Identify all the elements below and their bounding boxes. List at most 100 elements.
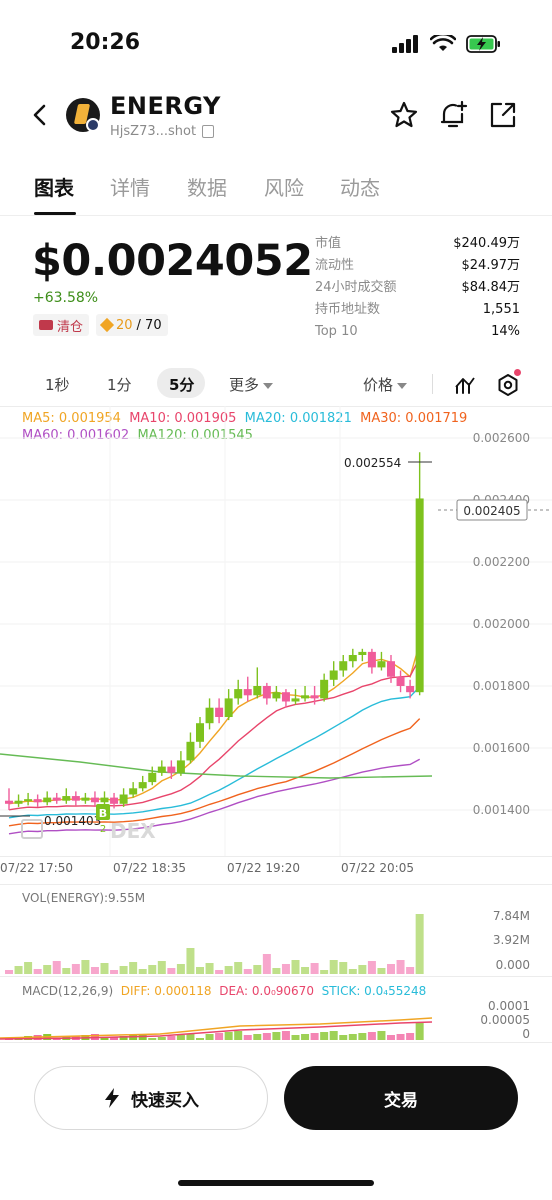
macd-tick-high: 0.0001 (488, 999, 530, 1013)
y-tick-label: 0.001400 (473, 803, 530, 817)
candle-body (281, 692, 290, 702)
quick-buy-button[interactable]: 快速买入 (34, 1066, 268, 1130)
volume-tick-zero: 0.000 (496, 958, 530, 972)
price-type-select[interactable]: 价格 (363, 374, 408, 395)
volume-chart[interactable]: 7.84M 3.92M 0.000 (0, 886, 552, 976)
tab-chart[interactable]: 图表 (34, 176, 74, 200)
candle-body (406, 686, 415, 693)
macd-bar (243, 1035, 252, 1040)
volume-bar (387, 964, 395, 974)
volume-bar (148, 965, 157, 974)
candle-body (215, 707, 224, 717)
lightning-icon (105, 1088, 119, 1108)
star-icon[interactable] (389, 100, 419, 130)
toolbar-divider (432, 374, 433, 394)
volume-bar (138, 969, 147, 974)
clear-position-chip[interactable]: 清仓 (33, 314, 90, 336)
candle-body (196, 723, 204, 742)
candle-body (320, 679, 329, 699)
watermark: DEX (110, 819, 156, 843)
y-tick-label: 0.002200 (473, 555, 530, 569)
candle-body (291, 698, 300, 702)
ma20-label: MA20: 0.001821 (244, 411, 352, 426)
copy-icon[interactable] (202, 125, 214, 138)
volume-bars (5, 914, 424, 974)
diamond-icon (99, 317, 115, 333)
chain-badge-icon (86, 118, 100, 132)
indicator-icon[interactable] (454, 374, 476, 396)
volume-bar (234, 962, 243, 974)
timeframe-1s[interactable]: 1秒 (45, 376, 70, 394)
macd-bar (253, 1034, 262, 1040)
macd-bar (320, 1032, 329, 1040)
tab-risk[interactable]: 风险 (264, 176, 304, 200)
macd-bar (176, 1035, 185, 1040)
candle-body (387, 661, 395, 677)
chart-grid (0, 406, 552, 856)
x-tick-label: 07/22 18:35 (113, 861, 186, 875)
price-chart[interactable]: 0.0026000.0024000.0022000.0020000.001800… (0, 406, 552, 886)
volume-bar (157, 961, 166, 974)
stat-market-cap: 市值 $240.49万 (315, 236, 520, 251)
candle-body (301, 695, 310, 699)
macd-bar (100, 1038, 109, 1040)
tab-data[interactable]: 数据 (187, 176, 227, 200)
volume-bar (243, 969, 252, 974)
candle-body (186, 741, 195, 761)
volume-bar (176, 964, 185, 974)
x-tick-label: 07/22 19:20 (227, 861, 300, 875)
y-tick-label: 0.002600 (473, 431, 530, 445)
current-price-label: 0.002405 (463, 504, 520, 518)
holders-ratio-a: 20 (116, 317, 133, 333)
macd-bar (167, 1036, 176, 1040)
candle-body (119, 794, 128, 804)
candle-body (176, 760, 185, 773)
candle-body (110, 797, 119, 804)
macd-chart[interactable]: 0.0001 0.00005 0 (0, 998, 552, 1042)
timeframe-more[interactable]: 更多 (229, 374, 274, 395)
volume-bar (5, 970, 13, 974)
buy-marker-label: B (99, 807, 107, 820)
buy-marker-count: 2 (100, 824, 106, 835)
candle-body (272, 692, 281, 699)
y-tick-label: 0.002000 (473, 617, 530, 631)
alert-bell-icon[interactable] (438, 100, 468, 130)
macd-bars (5, 1022, 424, 1040)
macd-tick-mid: 0.00005 (480, 1013, 530, 1027)
ma120-label: MA120: 0.001545 (137, 428, 253, 443)
signal-icon (392, 35, 418, 53)
volume-bar (215, 970, 224, 974)
tab-details[interactable]: 详情 (110, 176, 150, 200)
separator (0, 406, 552, 407)
macd-bar (396, 1034, 405, 1040)
share-icon[interactable] (488, 100, 518, 130)
buy-marker[interactable] (96, 804, 110, 820)
timeframe-1m[interactable]: 1分 (107, 376, 132, 394)
settings-icon[interactable] (496, 373, 520, 397)
volume-bar (358, 965, 367, 974)
macd-bar (205, 1034, 214, 1040)
macd-tick-zero: 0 (522, 1027, 530, 1041)
ma-lines (0, 642, 433, 835)
macd-bar (339, 1035, 348, 1040)
candle-body (243, 689, 252, 696)
candle-body (71, 796, 80, 801)
timeframe-5m[interactable]: 5分 (169, 376, 195, 394)
volume-bar (33, 969, 42, 974)
notification-dot (514, 369, 521, 376)
tab-activity[interactable]: 动态 (340, 176, 380, 200)
candle-body (234, 689, 243, 699)
macd-bar (367, 1032, 376, 1040)
macd-bar (110, 1037, 119, 1040)
macd-bar (358, 1033, 367, 1040)
y-axis-labels: 0.0026000.0024000.0022000.0020000.001800… (473, 431, 530, 817)
candle-body (62, 796, 71, 801)
ma5-label: MA5: 0.001954 (22, 411, 121, 426)
trade-button[interactable]: 交易 (284, 1066, 518, 1130)
macd-bar (291, 1035, 300, 1040)
macd-bar (148, 1038, 157, 1040)
holders-ratio-chip[interactable]: 20 / 70 (96, 314, 168, 336)
volume-bar (310, 963, 319, 974)
candle-body (348, 655, 357, 662)
back-icon[interactable] (28, 100, 52, 130)
